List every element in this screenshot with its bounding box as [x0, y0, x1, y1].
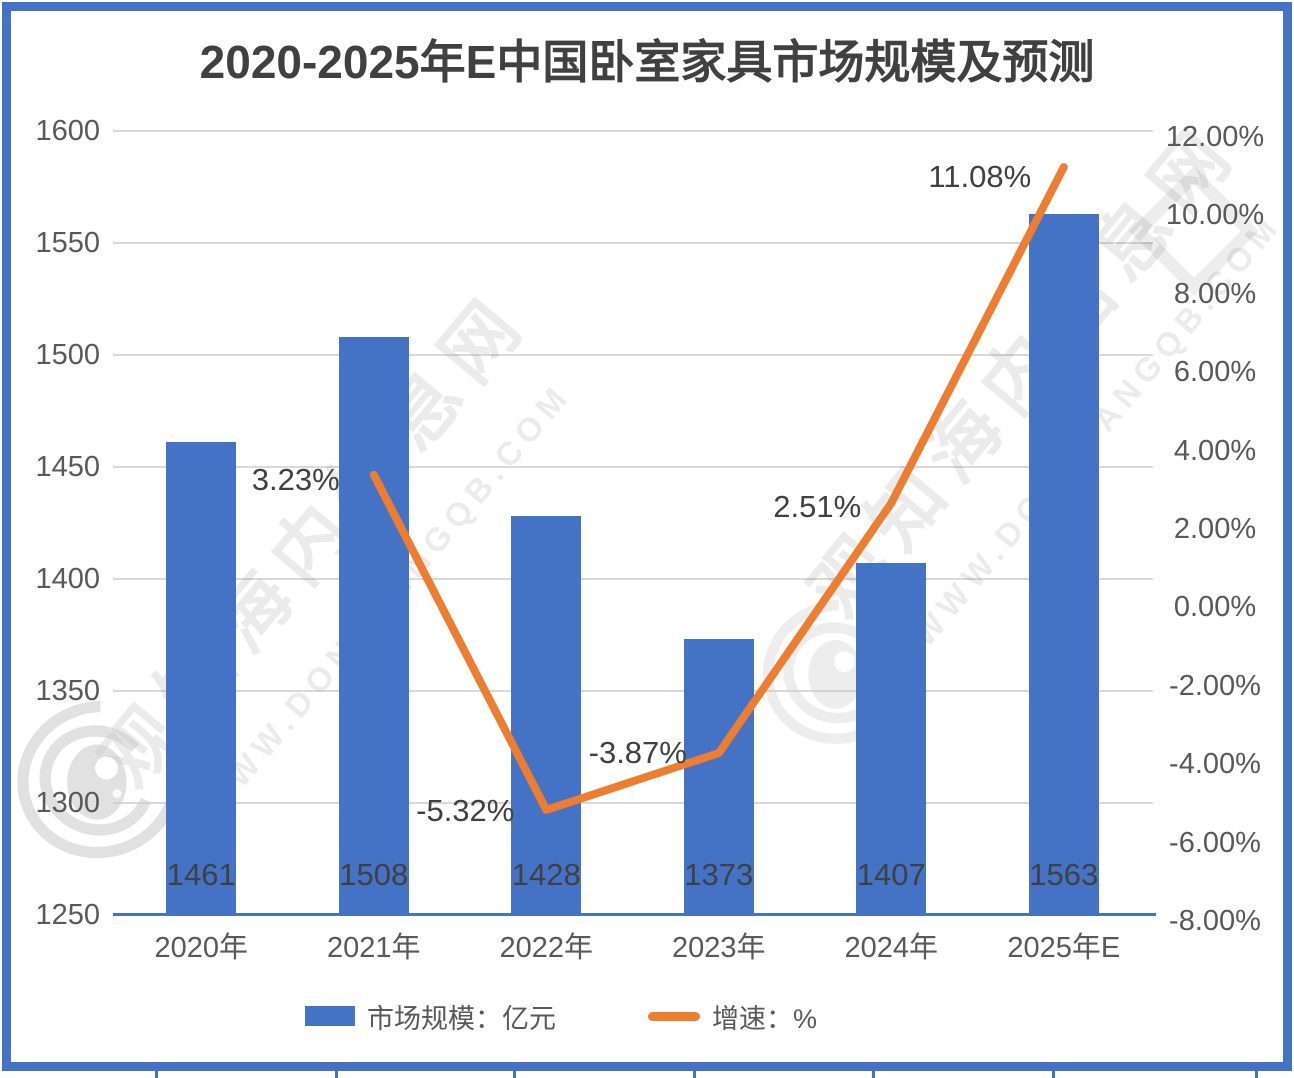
right-tick--2.00%: -2.00%: [1169, 669, 1261, 702]
left-tick-1550: 1550: [35, 227, 100, 259]
left-tick-1500: 1500: [35, 339, 100, 371]
bar-value-1407: 1407: [856, 857, 926, 892]
bar-value-1461: 1461: [166, 857, 236, 892]
right-tick-0.00%: 0.00%: [1173, 591, 1257, 624]
bottom-tick: [872, 1071, 875, 1078]
bottom-tick: [335, 1071, 338, 1078]
x-tick-2025年E: 2025年E: [1007, 932, 1121, 964]
legend-item-bar: 市场规模：亿元: [305, 997, 556, 1036]
right-tick-12.00%: 12.00%: [1165, 121, 1265, 153]
left-tick-1350: 1350: [35, 675, 100, 707]
bottom-tick: [1052, 1071, 1055, 1078]
bar-2022年: [511, 516, 582, 916]
line-label--5.32%: -5.32%: [416, 792, 515, 828]
gridline-1600: [113, 130, 1153, 132]
left-tick-1250: 1250: [35, 899, 100, 931]
bar-2025年E: [1028, 214, 1099, 916]
right-tick-2.00%: 2.00%: [1173, 513, 1257, 545]
left-tick-1400: 1400: [35, 563, 100, 595]
legend-label: 市场规模：亿元: [367, 1003, 556, 1034]
x-tick-2022年: 2022年: [499, 932, 593, 964]
bottom-tick: [513, 1071, 516, 1078]
x-tick-2023年: 2023年: [671, 932, 766, 964]
bar-2020年: [166, 442, 237, 916]
watermark-diamond-logo: [1128, 165, 1260, 297]
bar-value-1508: 1508: [339, 857, 409, 892]
right-tick--4.00%: -4.00%: [1169, 748, 1261, 781]
bar-swatch-icon: [305, 1006, 355, 1026]
line-swatch-icon: [648, 1011, 700, 1021]
left-tick-1600: 1600: [35, 115, 100, 147]
bottom-tick: [1255, 1071, 1258, 1078]
legend: 市场规模：亿元 增速：%: [305, 998, 817, 1034]
line-label-2.51%: 2.51%: [773, 489, 862, 524]
left-tick-1450: 1450: [35, 451, 100, 483]
right-tick--6.00%: -6.00%: [1169, 826, 1261, 859]
bar-2021年: [338, 337, 409, 916]
left-tick-1300: 1300: [35, 787, 100, 819]
bar-value-1373: 1373: [684, 857, 754, 892]
right-tick-8.00%: 8.00%: [1173, 277, 1257, 310]
chart-title: 2020-2025年E中国卧室家具市场规模及预测: [199, 36, 1095, 88]
x-tick-2020年: 2020年: [154, 932, 248, 964]
right-tick-4.00%: 4.00%: [1173, 434, 1257, 467]
line-label--3.87%: -3.87%: [588, 735, 687, 771]
bottom-tick: [693, 1071, 696, 1078]
legend-label: 增速：%: [712, 1003, 818, 1034]
x-tick-2021年: 2021年: [326, 932, 421, 964]
bottom-tick: [155, 1071, 158, 1078]
legend-item-line: 增速：%: [648, 997, 817, 1036]
line-label-11.08%: 11.08%: [928, 159, 1032, 195]
x-tick-2024年: 2024年: [844, 932, 938, 964]
gridline-1300: [113, 802, 1153, 804]
gridline-1400: [113, 578, 1153, 580]
right-tick--8.00%: -8.00%: [1169, 905, 1261, 937]
gridline-1350: [113, 690, 1153, 692]
gridline-1500: [113, 354, 1153, 356]
x-axis-line: [113, 913, 1156, 916]
right-tick-6.00%: 6.00%: [1173, 356, 1257, 389]
bar-value-1563: 1563: [1029, 857, 1099, 892]
right-tick-10.00%: 10.00%: [1165, 199, 1265, 232]
line-label-3.23%: 3.23%: [251, 461, 340, 497]
watermark-cn-text: 观知海内信息网: [84, 276, 545, 802]
bar-value-1428: 1428: [511, 857, 581, 892]
watermark-swirl-logo: [17, 700, 182, 859]
gridline-1550: [113, 242, 1153, 244]
